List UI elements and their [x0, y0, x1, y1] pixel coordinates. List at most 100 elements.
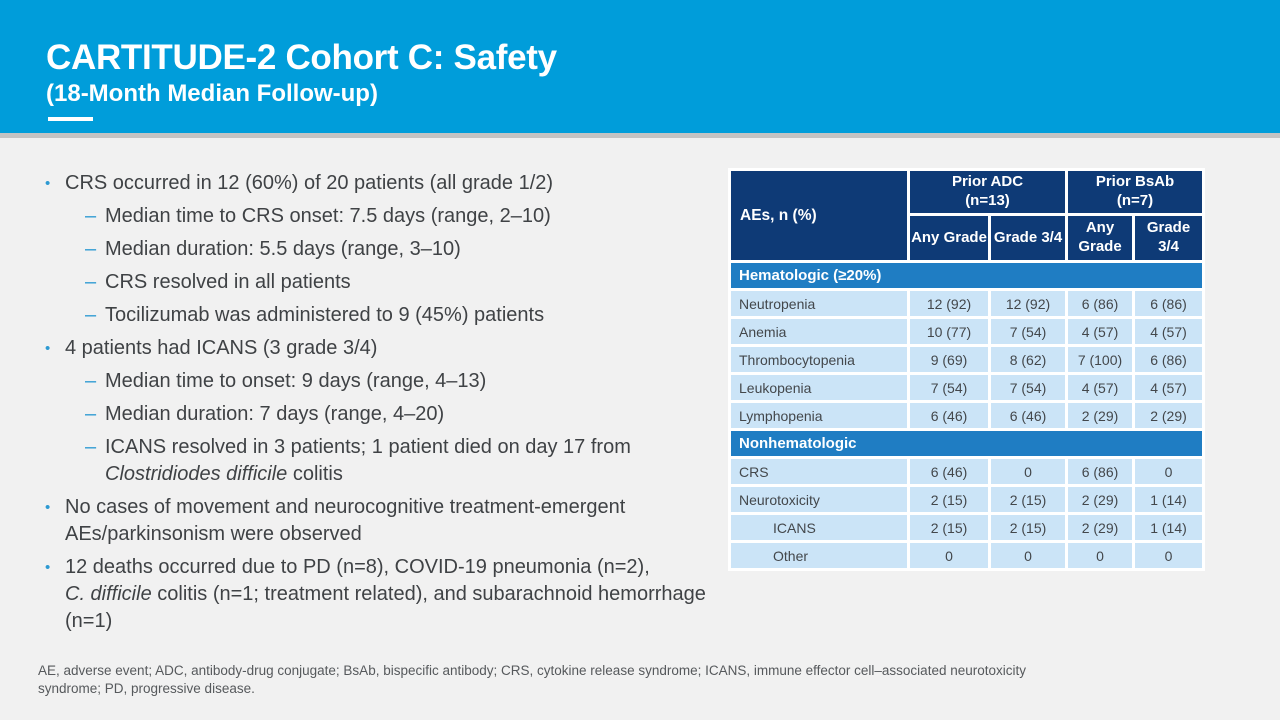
sub-bullet-item: – Median time to onset: 9 days (range, 4–…	[45, 368, 717, 395]
ae-value: 0	[1135, 459, 1203, 484]
bullet-dash-marker: –	[85, 238, 97, 260]
bullet-text: Median duration: 5.5 days (range, 3–10)	[105, 236, 717, 263]
table-col-header-adc-grade-34: Grade 3/4	[991, 216, 1065, 260]
bullet-item: • CRS occurred in 12 (60%) of 20 patients…	[45, 170, 717, 197]
text-segment: Median duration: 7 days (range, 4–20)	[105, 403, 445, 425]
sub-bullet-item: – ICANS resolved in 3 patients; 1 patient…	[45, 434, 717, 488]
ae-value: 6 (86)	[1135, 347, 1203, 372]
ae-value: 0	[1135, 543, 1203, 568]
sub-bullet-item: – Median duration: 7 days (range, 4–20)	[45, 401, 717, 428]
table-header-row-groups: AEs, n (%) Prior ADC (n=13) Prior BsAb (…	[731, 171, 1203, 260]
table-row: ICANS 2 (15) 2 (15) 2 (29) 1 (14)	[731, 515, 1203, 540]
ae-value: 1 (14)	[1135, 515, 1203, 540]
ae-label: Thrombocytopenia	[731, 347, 907, 372]
table-row: Other 0 0 0 0	[731, 543, 1203, 568]
table-section-row: Hematologic (≥20%)	[731, 263, 1203, 288]
sub-bullet-item: – Median duration: 5.5 days (range, 3–10)	[45, 236, 717, 263]
bullet-text: Median time to CRS onset: 7.5 days (rang…	[105, 203, 717, 230]
ae-value: 4 (57)	[1068, 375, 1132, 400]
bullet-dash-marker: –	[85, 370, 97, 392]
ae-value: 4 (57)	[1135, 375, 1203, 400]
bullet-dot-marker: •	[45, 559, 51, 576]
bullet-item: • 12 deaths occurred due to PD (n=8), COV…	[45, 554, 717, 635]
bullet-text: No cases of movement and neurocognitive …	[65, 494, 717, 548]
table-col-header-bsab-any-grade: Any Grade	[1068, 216, 1132, 260]
bullet-text: CRS resolved in all patients	[105, 269, 717, 296]
ae-value: 7 (54)	[910, 375, 988, 400]
text-segment: C. difficile	[65, 583, 152, 605]
ae-value: 6 (46)	[991, 403, 1065, 428]
text-segment: 4 patients had ICANS (3 grade 3/4)	[65, 337, 378, 359]
bullet-item: • No cases of movement and neurocognitive…	[45, 494, 717, 548]
ae-label: CRS	[731, 459, 907, 484]
ae-value: 8 (62)	[991, 347, 1065, 372]
text-segment: Tocilizumab was administered to 9 (45%) …	[105, 304, 545, 326]
ae-value: 1 (14)	[1135, 487, 1203, 512]
title-underline	[48, 117, 93, 121]
ae-value: 6 (86)	[1135, 291, 1203, 316]
group-header-line: Prior BsAb	[1095, 173, 1175, 191]
ae-value: 9 (69)	[910, 347, 988, 372]
ae-value: 2 (15)	[991, 515, 1065, 540]
ae-value: 7 (54)	[991, 319, 1065, 344]
table-row: Neutropenia 12 (92) 12 (92) 6 (86) 6 (86)	[731, 291, 1203, 316]
table-row: Lymphopenia 6 (46) 6 (46) 2 (29) 2 (29)	[731, 403, 1203, 428]
bullet-dot-marker: •	[45, 499, 51, 516]
ae-label: Other	[731, 543, 907, 568]
slide-title: CARTITUDE-2 Cohort C: Safety	[46, 38, 557, 77]
text-segment: Clostridiodes difficile	[105, 463, 288, 485]
bullet-text: ICANS resolved in 3 patients; 1 patient …	[105, 434, 717, 488]
bullet-dot-marker: •	[45, 340, 51, 357]
table-row: Neurotoxicity 2 (15) 2 (15) 2 (29) 1 (14)	[731, 487, 1203, 512]
header-divider-strip	[0, 133, 1280, 138]
bullet-item: • 4 patients had ICANS (3 grade 3/4)	[45, 335, 717, 362]
bullet-list: • CRS occurred in 12 (60%) of 20 patients…	[45, 170, 717, 641]
footnote-abbreviations: AE, adverse event; ADC, antibody-drug co…	[38, 663, 1026, 696]
ae-value: 12 (92)	[910, 291, 988, 316]
ae-value: 2 (29)	[1068, 487, 1132, 512]
ae-value: 2 (29)	[1068, 515, 1132, 540]
ae-value: 2 (29)	[1135, 403, 1203, 428]
text-segment: 12 deaths occurred due to PD (n=8), COVI…	[65, 556, 650, 578]
sub-bullet-item: – CRS resolved in all patients	[45, 269, 717, 296]
table-row: CRS 6 (46) 0 6 (86) 0	[731, 459, 1203, 484]
bullet-text: 12 deaths occurred due to PD (n=8), COVI…	[65, 554, 717, 635]
table-group-header-prior-adc: Prior ADC (n=13)	[910, 171, 1065, 213]
ae-value: 6 (86)	[1068, 291, 1132, 316]
ae-value: 4 (57)	[1135, 319, 1203, 344]
ae-value: 0	[991, 543, 1065, 568]
text-segment: Median duration: 5.5 days (range, 3–10)	[105, 238, 461, 260]
ae-table-container: AEs, n (%) Prior ADC (n=13) Prior BsAb (…	[728, 168, 1206, 571]
group-header-line: (n=7)	[1116, 192, 1154, 209]
table-row: Leukopenia 7 (54) 7 (54) 4 (57) 4 (57)	[731, 375, 1203, 400]
bullet-dash-marker: –	[85, 403, 97, 425]
text-segment: CRS occurred in 12 (60%) of 20 patients …	[65, 172, 554, 194]
table-row: Thrombocytopenia 9 (69) 8 (62) 7 (100) 6 (86…	[731, 347, 1203, 372]
ae-value: 7 (54)	[991, 375, 1065, 400]
ae-label: Anemia	[731, 319, 907, 344]
text-segment: colitis (n=1; treatment related), and su…	[65, 583, 706, 632]
text-segment: Median time to onset: 9 days (range, 4–1…	[105, 370, 487, 392]
ae-label: Neurotoxicity	[731, 487, 907, 512]
bullet-dot-marker: •	[45, 175, 51, 192]
sub-bullet-item: – Tocilizumab was administered to 9 (45%)…	[45, 302, 717, 329]
ae-value: 12 (92)	[991, 291, 1065, 316]
bullet-dash-marker: –	[85, 205, 97, 227]
table-col-header-adc-any-grade: Any Grade	[910, 216, 988, 260]
text-segment: CRS resolved in all patients	[105, 271, 351, 293]
ae-value: 7 (100)	[1068, 347, 1132, 372]
ae-value: 0	[991, 459, 1065, 484]
bullet-text: CRS occurred in 12 (60%) of 20 patients …	[65, 170, 717, 197]
ae-value: 2 (15)	[910, 487, 988, 512]
ae-label: Lymphopenia	[731, 403, 907, 428]
ae-value: 0	[910, 543, 988, 568]
ae-value: 10 (77)	[910, 319, 988, 344]
ae-value: 6 (86)	[1068, 459, 1132, 484]
table-corner-header: AEs, n (%)	[731, 171, 907, 260]
ae-label: Leukopenia	[731, 375, 907, 400]
bullet-text: Tocilizumab was administered to 9 (45%) …	[105, 302, 717, 329]
text-segment: No cases of movement and neurocognitive …	[65, 496, 626, 545]
ae-table-body: Hematologic (≥20%) Neutropenia 12 (92) 12 (…	[731, 263, 1203, 568]
ae-value: 6 (46)	[910, 459, 988, 484]
ae-value: 2 (29)	[1068, 403, 1132, 428]
